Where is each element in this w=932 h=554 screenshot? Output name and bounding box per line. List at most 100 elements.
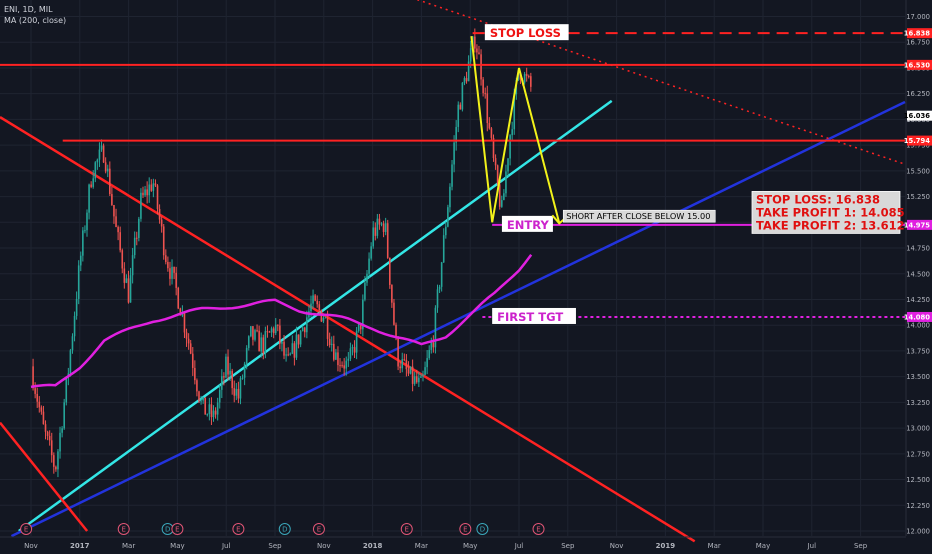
candle-body	[407, 369, 410, 374]
candle-body	[156, 185, 159, 209]
candle-body	[312, 295, 314, 304]
earnings-marker[interactable]	[232, 523, 245, 535]
candle-body	[405, 360, 408, 370]
trendline-small-red	[0, 421, 89, 532]
earnings-marker[interactable]	[20, 523, 33, 535]
candle-body	[79, 255, 82, 266]
price-tick-label: 16.750	[906, 39, 930, 47]
candle-body	[160, 219, 163, 227]
candle-body	[343, 365, 345, 369]
candle-body	[355, 330, 358, 353]
candle-body	[376, 218, 379, 236]
candle-body	[339, 365, 341, 367]
candle-body	[430, 342, 433, 350]
candle-body	[189, 343, 192, 354]
price-tag-bg-level-16-530	[907, 59, 932, 70]
candle-body	[102, 145, 105, 163]
candle-body	[399, 366, 401, 369]
candle-body	[125, 278, 128, 283]
short-note-text: SHORT AFTER CLOSE BELOW 15.00	[566, 211, 710, 221]
candle-body	[442, 235, 445, 263]
time-axis[interactable]: Nov 2017 Mar May Jul Sep Nov 2018 Mar May Jul Sep No…	[0, 536, 906, 550]
candle-body	[322, 317, 325, 322]
candle-body	[465, 78, 468, 82]
candle-body	[384, 223, 387, 232]
candle-body	[374, 227, 377, 236]
event-marker-letter: E	[463, 526, 467, 534]
candle-body	[301, 327, 304, 332]
candle-body	[135, 237, 138, 239]
candle-body	[451, 164, 453, 187]
earnings-marker[interactable]	[171, 523, 184, 535]
time-tick-label: Jul	[221, 542, 231, 550]
candle-body	[505, 171, 507, 194]
candle-body	[447, 207, 449, 227]
earnings-marker[interactable]	[400, 523, 413, 535]
candle-body	[129, 275, 132, 303]
price-tag-level-15-794: 15.794	[904, 137, 930, 145]
candle-body	[389, 257, 391, 285]
candle-body	[32, 366, 34, 389]
candle-body	[366, 273, 368, 283]
event-marker-letter: E	[175, 526, 179, 534]
candle-body	[82, 230, 84, 256]
time-tick-label: Sep	[854, 542, 868, 550]
price-axis[interactable]: 12.000 12.250 12.500 12.750 13.000 13.250 13.5…	[904, 0, 932, 550]
candle-body	[167, 261, 169, 269]
candle-body	[241, 377, 244, 379]
candle-body	[90, 184, 92, 187]
price-tick-label: 14.750	[906, 245, 930, 253]
candle-body	[299, 331, 302, 345]
ma200-line	[30, 254, 533, 389]
candle-body	[229, 370, 231, 375]
candle-body	[409, 366, 412, 374]
price-tag-bg-stop-loss	[907, 28, 932, 39]
candle-body	[434, 307, 437, 348]
price-tag-bg-current-price	[907, 110, 932, 121]
candle-body	[121, 250, 124, 269]
candle-body	[142, 192, 144, 196]
candle-body	[86, 212, 88, 231]
earnings-marker[interactable]	[459, 523, 472, 535]
candle-body	[457, 104, 460, 127]
candle-body	[418, 377, 420, 383]
candle-body	[260, 337, 263, 352]
pattern-polyline	[470, 35, 561, 224]
candle-body	[75, 298, 78, 316]
dividend-marker[interactable]	[278, 523, 291, 535]
time-tick-label: Sep	[268, 542, 282, 550]
candle-body	[177, 287, 180, 309]
earnings-marker[interactable]	[532, 523, 545, 535]
price-tag-first-tgt: 14.080	[904, 313, 930, 321]
level-layer: STOP LOSS ENTRY FIRST TGT	[0, 24, 905, 324]
candle-body	[440, 262, 443, 287]
earnings-marker[interactable]	[117, 523, 130, 535]
candle-body	[362, 299, 364, 330]
candle-body	[254, 330, 256, 340]
candle-body	[306, 317, 308, 333]
candle-body	[258, 330, 260, 352]
candle-body	[50, 440, 53, 456]
candle-body	[370, 246, 372, 259]
candle-body	[310, 303, 312, 312]
candle-body	[150, 184, 153, 191]
event-marker-letter: E	[405, 526, 409, 534]
trade-box-line: TAKE PROFIT 2: 13.612	[756, 218, 905, 232]
candle-body	[119, 232, 121, 251]
time-tick-label: 2018	[363, 542, 383, 550]
candle-body	[397, 337, 399, 367]
candle-body	[330, 343, 333, 345]
candle-body	[181, 313, 184, 316]
candle-body	[138, 218, 140, 238]
candle-body	[250, 326, 252, 337]
candle-body	[231, 370, 233, 389]
candle-body	[146, 189, 148, 196]
candle-body	[525, 73, 528, 77]
candle-body	[266, 331, 269, 333]
earnings-marker[interactable]	[312, 523, 325, 535]
price-tick-label: 12.500	[906, 476, 930, 484]
dividend-marker[interactable]	[476, 523, 489, 535]
